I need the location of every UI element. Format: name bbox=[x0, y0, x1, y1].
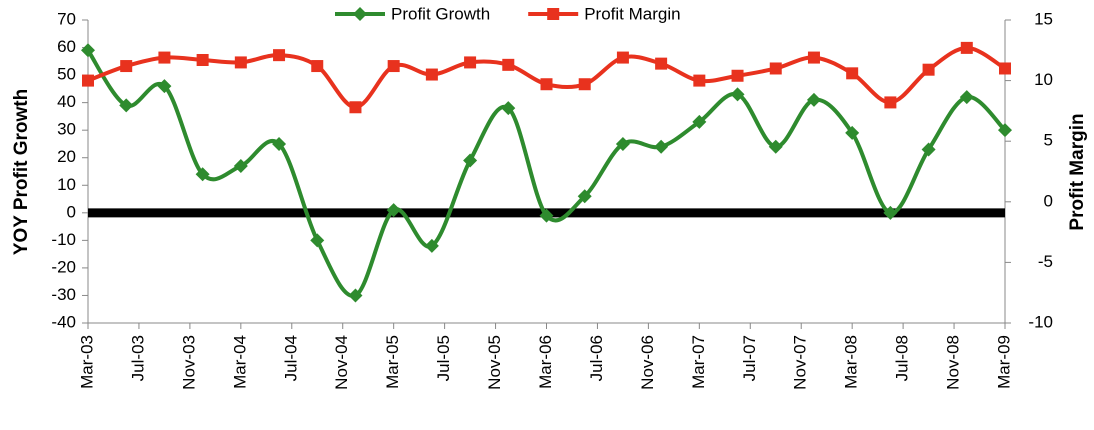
y-tick-label: 20 bbox=[57, 147, 76, 166]
marker bbox=[884, 96, 897, 109]
marker bbox=[349, 101, 362, 114]
y-tick-label: 50 bbox=[57, 65, 76, 84]
y-tick-label: 10 bbox=[57, 175, 76, 194]
y-tick-label: 70 bbox=[57, 9, 76, 28]
y2-tick-label: 0 bbox=[1044, 191, 1053, 210]
y2-tick-label: -10 bbox=[1028, 312, 1053, 331]
y2-tick-label: 15 bbox=[1034, 9, 1053, 28]
marker bbox=[540, 78, 553, 91]
x-tick-label: Jul-04 bbox=[281, 335, 300, 381]
marker bbox=[807, 51, 820, 64]
x-tick-label: Jul-05 bbox=[434, 335, 453, 381]
marker bbox=[654, 139, 669, 154]
marker bbox=[655, 57, 668, 70]
x-tick-label: Mar-09 bbox=[994, 335, 1013, 389]
marker bbox=[82, 74, 94, 87]
marker bbox=[998, 123, 1012, 138]
marker bbox=[693, 74, 706, 87]
marker bbox=[425, 68, 438, 81]
y-tick-label: 30 bbox=[57, 120, 76, 139]
y-tick-label: 60 bbox=[57, 37, 76, 56]
x-tick-label: Nov-05 bbox=[485, 335, 504, 390]
marker bbox=[234, 56, 247, 69]
marker bbox=[578, 78, 591, 91]
x-tick-label: Mar-07 bbox=[689, 335, 708, 389]
marker bbox=[195, 167, 210, 182]
x-tick-label: Mar-04 bbox=[230, 335, 249, 389]
marker bbox=[845, 125, 860, 140]
marker bbox=[960, 41, 973, 54]
marker bbox=[464, 56, 477, 69]
marker bbox=[386, 203, 401, 218]
marker bbox=[119, 98, 134, 113]
y-tick-label: 0 bbox=[67, 202, 76, 221]
y-tick-label: 40 bbox=[57, 92, 76, 111]
y-axis-title: YOY Profit Growth bbox=[11, 89, 32, 255]
x-tick-label: Jul-08 bbox=[893, 335, 912, 381]
marker bbox=[577, 189, 592, 204]
marker bbox=[502, 58, 515, 71]
marker bbox=[463, 153, 478, 168]
marker bbox=[616, 51, 629, 64]
x-tick-label: Mar-06 bbox=[536, 335, 555, 389]
marker bbox=[157, 79, 172, 94]
x-tick-label: Jul-07 bbox=[740, 335, 759, 381]
marker bbox=[731, 69, 744, 82]
y2-tick-label: 5 bbox=[1044, 131, 1053, 150]
marker bbox=[959, 90, 974, 105]
x-tick-label: Mar-05 bbox=[383, 335, 402, 389]
series-line bbox=[87, 45, 1007, 110]
x-tick-label: Nov-07 bbox=[791, 335, 810, 390]
marker bbox=[999, 62, 1011, 75]
legend-label: Profit Margin bbox=[584, 4, 680, 23]
marker bbox=[692, 114, 707, 129]
marker bbox=[730, 87, 745, 102]
marker bbox=[806, 92, 821, 107]
marker bbox=[353, 7, 367, 21]
marker bbox=[311, 60, 324, 73]
y-tick-label: -20 bbox=[51, 257, 76, 276]
marker bbox=[310, 233, 325, 248]
marker bbox=[501, 101, 516, 116]
marker bbox=[615, 136, 630, 151]
marker bbox=[547, 8, 560, 20]
x-tick-label: Nov-03 bbox=[179, 335, 198, 390]
marker bbox=[273, 49, 286, 62]
x-tick-label: Nov-08 bbox=[944, 335, 963, 390]
y2-tick-label: 10 bbox=[1034, 70, 1053, 89]
marker bbox=[272, 136, 287, 151]
marker bbox=[883, 205, 898, 220]
y-tick-label: -40 bbox=[51, 312, 76, 331]
marker bbox=[424, 238, 439, 253]
marker bbox=[922, 63, 935, 76]
x-tick-label: Nov-06 bbox=[638, 335, 657, 390]
y-tick-label: -10 bbox=[51, 230, 76, 249]
marker bbox=[846, 67, 859, 80]
marker bbox=[196, 53, 209, 66]
marker bbox=[539, 208, 554, 223]
marker bbox=[769, 62, 782, 75]
y2-tick-label: -5 bbox=[1038, 252, 1053, 271]
marker bbox=[387, 60, 400, 73]
marker bbox=[81, 43, 95, 58]
x-tick-label: Jul-06 bbox=[587, 335, 606, 381]
legend-label: Profit Growth bbox=[391, 4, 490, 23]
marker bbox=[768, 139, 783, 154]
marker bbox=[233, 158, 248, 173]
y2-axis-title: Profit Margin bbox=[1067, 113, 1088, 230]
x-tick-label: Mar-08 bbox=[842, 335, 861, 389]
x-tick-label: Mar-03 bbox=[77, 335, 96, 389]
x-tick-label: Jul-03 bbox=[128, 335, 147, 381]
marker bbox=[158, 51, 171, 64]
y-tick-label: -30 bbox=[51, 285, 76, 304]
x-tick-label: Nov-04 bbox=[332, 335, 351, 390]
marker bbox=[348, 288, 363, 303]
marker bbox=[921, 142, 936, 157]
marker bbox=[120, 60, 133, 73]
